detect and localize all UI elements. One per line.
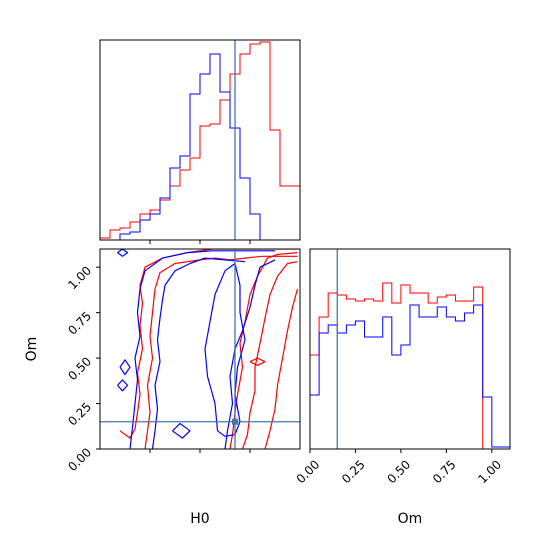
- y-tick-label: 0.25: [65, 400, 94, 429]
- histogram-run_b: [310, 304, 510, 449]
- contour-run_a: [241, 261, 298, 449]
- plot-area: [100, 249, 300, 449]
- x-axis-label-om: Om: [398, 511, 423, 527]
- contour-run_b: [224, 259, 276, 449]
- axes-frame: [99, 248, 301, 450]
- y-tick-label: 1.00: [65, 263, 94, 292]
- y-tick-label: 0.50: [65, 354, 94, 383]
- truth-marker: [232, 418, 238, 425]
- panel-hist-h0: [99, 39, 301, 244]
- x-tick-label: 1.00: [475, 457, 504, 486]
- y-tick-label: 0.75: [65, 309, 94, 338]
- x-axis-label-h0: H0: [190, 511, 209, 527]
- x-tick-label: 0.75: [430, 457, 459, 486]
- contour-run_b: [151, 257, 246, 449]
- contour-run_a: [144, 255, 298, 449]
- x-tick-label: 0.50: [384, 457, 413, 486]
- y-axis-label-om: Om: [24, 337, 40, 362]
- panels-layer: 0.00 0.25 0.50 0.75 1.00 Om 0.00 0.25 0.50 0.75 1.…: [24, 39, 511, 527]
- y-tick-label: 0.00: [65, 445, 94, 474]
- contour-run_b: [119, 359, 131, 376]
- contour-run_a: [119, 249, 298, 439]
- x-tick-label: 0.25: [339, 457, 368, 486]
- histogram-run_a: [100, 41, 300, 240]
- plot-area: [100, 40, 300, 240]
- plot-area: [310, 249, 510, 449]
- contour-run_b: [172, 422, 191, 439]
- contour-run_a: [264, 288, 299, 449]
- contour-run_a: [249, 357, 266, 366]
- contour-run_b: [117, 249, 129, 257]
- histogram-run_b: [100, 53, 300, 240]
- contour-run_b: [204, 262, 246, 437]
- contour-run_b: [129, 250, 275, 449]
- x-tick-label: 0.00: [294, 457, 323, 486]
- panel-contour-h0-om: 0.00 0.25 0.50 0.75 1.00 H0 Om: [24, 248, 301, 527]
- contour-run_b: [117, 379, 129, 392]
- panel-hist-om: 0.00 0.25 0.50 0.75 1.00 Om: [294, 248, 511, 527]
- axes-frame: [309, 248, 511, 450]
